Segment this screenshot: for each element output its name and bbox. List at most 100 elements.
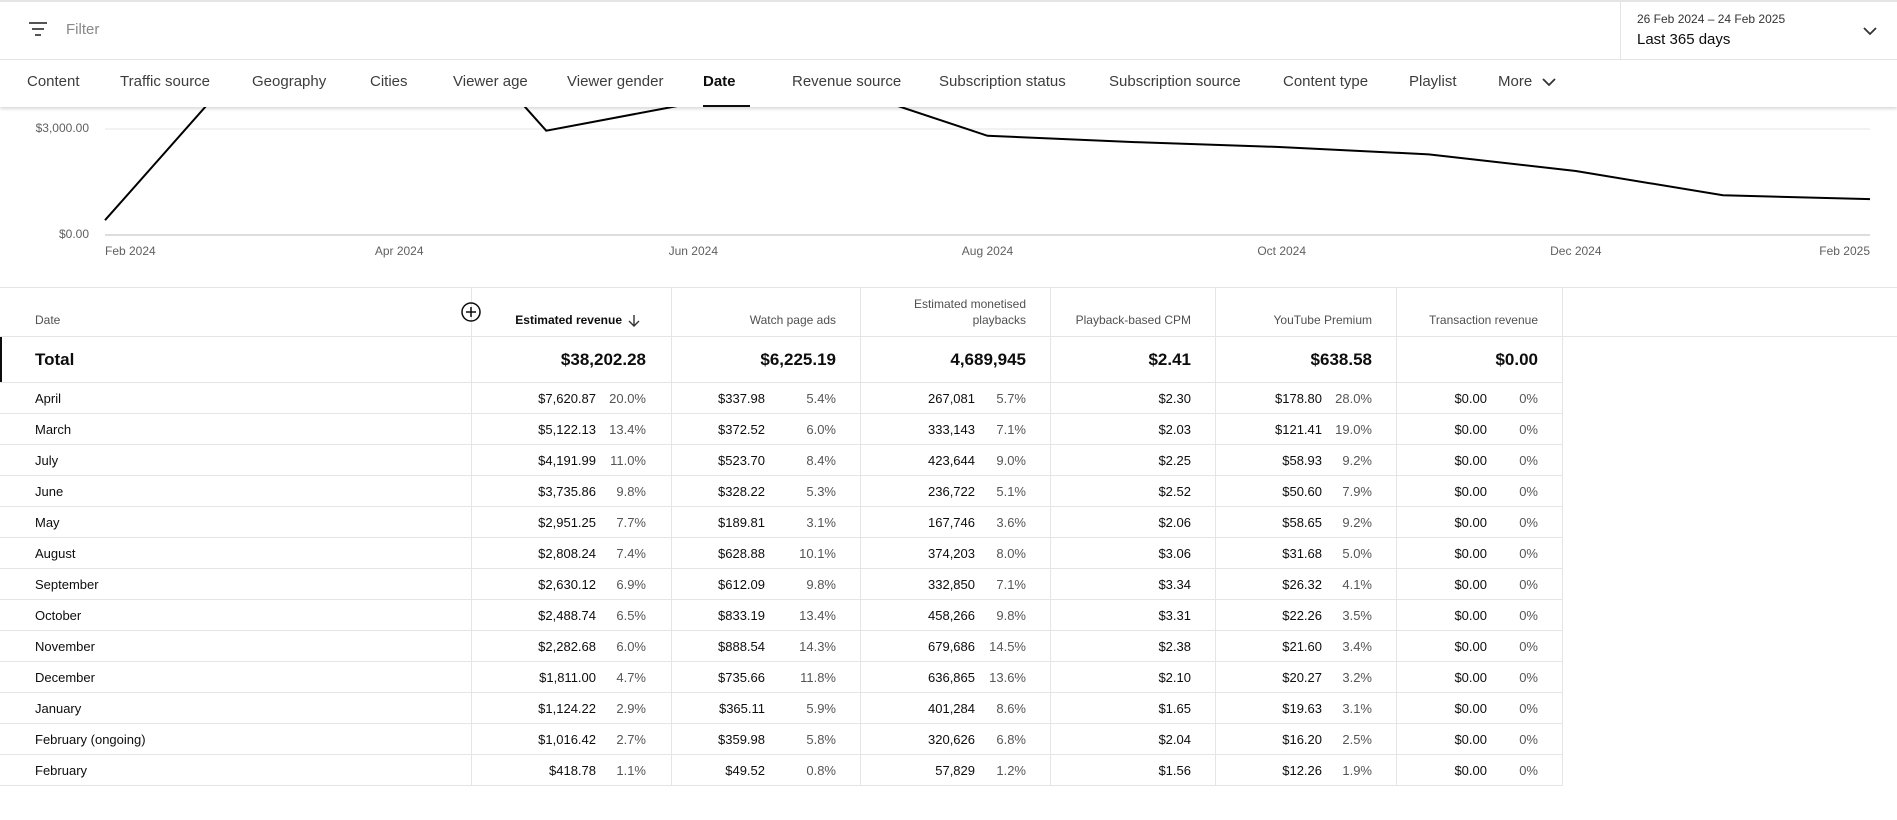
column-header[interactable]: Playback-based CPM (1075, 313, 1191, 327)
cell-percent: 1.9% (1342, 763, 1372, 778)
column-header[interactable]: Estimated revenue (515, 313, 622, 327)
cell-value: $22.26 (1282, 608, 1322, 623)
cell-percent: 11.0% (610, 453, 646, 468)
cell-percent: 2.7% (616, 732, 646, 747)
table-border (0, 382, 1562, 383)
tab[interactable]: Viewer gender (567, 73, 664, 90)
cell-value: 320,626 (928, 732, 975, 747)
cell-value: $2.03 (1158, 422, 1191, 437)
cell-value: $58.93 (1282, 453, 1322, 468)
column-header[interactable]: Estimated monetised playbacks (913, 297, 1026, 327)
column-divider (1396, 287, 1397, 786)
tab[interactable]: Revenue source (792, 73, 902, 90)
cell-percent: 0% (1519, 422, 1538, 437)
date-range-label[interactable]: Last 365 days (1637, 31, 1731, 48)
cell-value: $612.09 (718, 577, 765, 592)
cell-value: 423,644 (928, 453, 975, 468)
row-label: February (ongoing) (35, 732, 146, 747)
cell-percent: 13.4% (609, 422, 646, 437)
cell-percent: 2.9% (616, 701, 646, 716)
cell-value: $0.00 (1454, 546, 1487, 561)
filter-input[interactable]: Filter (66, 21, 100, 38)
cell-value: $1.65 (1158, 701, 1191, 716)
tab[interactable]: Playlist (1409, 73, 1457, 90)
row-label: January (35, 701, 82, 716)
cell-value: $628.88 (718, 546, 765, 561)
cell-percent: 0% (1519, 763, 1538, 778)
cell-percent: 14.5% (989, 639, 1026, 654)
cell-value: 332,850 (928, 577, 975, 592)
cell-value: $2.25 (1158, 453, 1191, 468)
cell-percent: 28.0% (1335, 391, 1372, 406)
cell-value: $833.19 (718, 608, 765, 623)
total-value: 4,689,945 (950, 350, 1026, 369)
total-value: $0.00 (1495, 350, 1538, 369)
tab[interactable]: Subscription status (939, 73, 1066, 90)
column-divider (1215, 287, 1216, 786)
cell-percent: 3.4% (1342, 639, 1372, 654)
row-divider (0, 413, 1562, 414)
cell-value: 679,686 (928, 639, 975, 654)
cell-percent: 5.0% (1342, 546, 1372, 561)
cell-value: $1,811.00 (539, 670, 596, 685)
cell-value: $2.30 (1158, 391, 1191, 406)
row-label: May (35, 515, 60, 530)
cell-value: $3,735.86 (538, 484, 596, 499)
cell-value: $523.70 (718, 453, 765, 468)
cell-value: $365.11 (718, 701, 765, 716)
cell-percent: 0% (1519, 639, 1538, 654)
column-header[interactable]: Watch page ads (749, 313, 836, 327)
tab[interactable]: Subscription source (1109, 73, 1241, 90)
cell-value: $16.20 (1282, 732, 1322, 747)
tab[interactable]: Cities (370, 73, 408, 90)
cell-value: $20.27 (1282, 670, 1322, 685)
row-divider (0, 692, 1562, 693)
dropdown-chevron[interactable] (1863, 26, 1877, 36)
more-chevron[interactable] (1542, 77, 1556, 87)
divider (1620, 2, 1621, 60)
cell-percent: 3.2% (1342, 670, 1372, 685)
cell-percent: 8.0% (996, 546, 1026, 561)
row-label: July (35, 453, 59, 468)
tab[interactable]: Date (703, 73, 736, 90)
add-column-button[interactable] (460, 301, 482, 323)
cell-value: $0.00 (1454, 484, 1487, 499)
row-divider (0, 630, 1562, 631)
column-header[interactable]: YouTube Premium (1273, 313, 1373, 327)
filter-icon[interactable] (29, 22, 47, 36)
total-value: $6,225.19 (760, 350, 836, 369)
tab[interactable]: Traffic source (120, 73, 211, 90)
column-header[interactable]: Transaction revenue (1429, 313, 1538, 327)
date-range[interactable]: 26 Feb 2024 – 24 Feb 2025 (1637, 12, 1786, 26)
cell-value: 236,722 (928, 484, 975, 499)
cell-value: $3.06 (1158, 546, 1191, 561)
cell-value: $0.00 (1454, 608, 1487, 623)
revenue-line (104, 0, 1871, 221)
cell-value: $2,282.68 (538, 639, 596, 654)
cell-value: $58.65 (1282, 515, 1322, 530)
tab[interactable]: Viewer age (453, 73, 528, 90)
cell-percent: 5.7% (996, 391, 1026, 406)
row-divider (0, 537, 1562, 538)
cell-value: $0.00 (1454, 422, 1487, 437)
cell-value: $337.98 (718, 391, 765, 406)
row-label: November (35, 639, 95, 654)
cell-value: 267,081 (928, 391, 975, 406)
cell-value: $0.00 (1454, 763, 1487, 778)
cell-percent: 0% (1519, 577, 1538, 592)
tab[interactable]: Geography (252, 73, 327, 90)
row-divider (0, 785, 1562, 786)
tab[interactable]: Content (27, 73, 80, 90)
sort-arrow[interactable] (628, 314, 640, 328)
cell-value: $0.00 (1454, 577, 1487, 592)
tab[interactable]: More (1498, 73, 1533, 90)
cell-value: $2.10 (1158, 670, 1191, 685)
tab[interactable]: Content type (1283, 73, 1369, 90)
cell-value: $1,016.42 (538, 732, 596, 747)
cell-percent: 6.5% (616, 608, 646, 623)
cell-value: $2,951.25 (538, 515, 596, 530)
cell-value: 333,143 (928, 422, 975, 437)
cell-value: 374,203 (928, 546, 975, 561)
cell-value: 636,865 (928, 670, 975, 685)
top-bar: Filter 26 Feb 2024 – 24 Feb 2025 Last 36… (0, 0, 1897, 60)
